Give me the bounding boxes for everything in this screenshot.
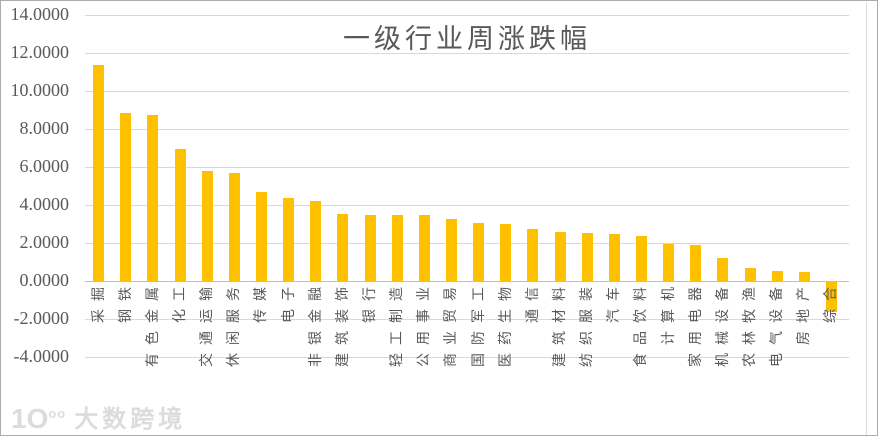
- y-axis-tick-label: -4.0000: [13, 346, 70, 366]
- bar-汽车: [608, 234, 620, 281]
- bar-机械设备: [717, 258, 729, 281]
- bar-农林牧渔: [744, 267, 756, 281]
- bar-计算机: [663, 243, 675, 281]
- bar-有色金属: [147, 114, 159, 281]
- bar-综合: [825, 281, 837, 313]
- y-axis-tick-label: 8.0000: [19, 118, 70, 138]
- y-axis-tick-label: 4.0000: [19, 194, 70, 214]
- gridline: [85, 319, 849, 320]
- watermark-brand-text: 大数跨境: [74, 406, 187, 433]
- gridline: [85, 205, 849, 206]
- y-axis-tick-label: -2.0000: [13, 308, 70, 328]
- bar-纺织服装: [581, 232, 593, 281]
- dashukuajing-logo-icon: 1Ooo: [11, 403, 67, 434]
- bar-食品饮料: [635, 236, 647, 281]
- bar-房地产: [798, 271, 810, 281]
- bar-采掘: [93, 65, 105, 281]
- gridline: [85, 129, 849, 130]
- chart-right-border-line: [866, 3, 867, 435]
- bar-建筑材料: [554, 231, 566, 281]
- bar-休闲服务: [228, 172, 240, 281]
- gridline: [85, 91, 849, 92]
- bar-交通运输: [201, 170, 213, 281]
- bar-轻工制造: [391, 215, 403, 281]
- bar-非银金融: [310, 201, 322, 281]
- bar-传媒: [255, 191, 267, 281]
- bar-银行: [364, 214, 376, 281]
- zero-axis-line: [85, 281, 849, 282]
- y-axis-tick-label: 12.0000: [10, 42, 70, 62]
- watermark: 1Ooo 大数跨境: [11, 399, 186, 434]
- bar-电子: [283, 198, 295, 281]
- gridline: [85, 167, 849, 168]
- gridline: [85, 53, 849, 54]
- bar-建筑装饰: [337, 213, 349, 281]
- bar-家用电器: [690, 244, 702, 281]
- bar-国防军工: [473, 223, 485, 281]
- chart-title: 一级行业周涨跌幅: [343, 24, 591, 54]
- bar-电气设备: [771, 270, 783, 281]
- gridline: [85, 15, 849, 16]
- y-axis-tick-label: 6.0000: [19, 156, 70, 176]
- bar-通信: [527, 228, 539, 281]
- bar-化工: [174, 148, 186, 281]
- bar-钢铁: [120, 112, 132, 281]
- gridline: [85, 357, 849, 358]
- bar-商业贸易: [445, 219, 457, 281]
- y-axis-tick-label: 0.0000: [19, 270, 70, 290]
- bar-医药生物: [500, 224, 512, 281]
- y-axis-tick-label: 14.0000: [10, 4, 70, 24]
- y-axis-tick-label: 10.0000: [10, 80, 70, 100]
- bar-公用事业: [418, 215, 430, 281]
- y-axis-tick-label: 2.0000: [19, 232, 70, 252]
- gridline: [85, 243, 849, 244]
